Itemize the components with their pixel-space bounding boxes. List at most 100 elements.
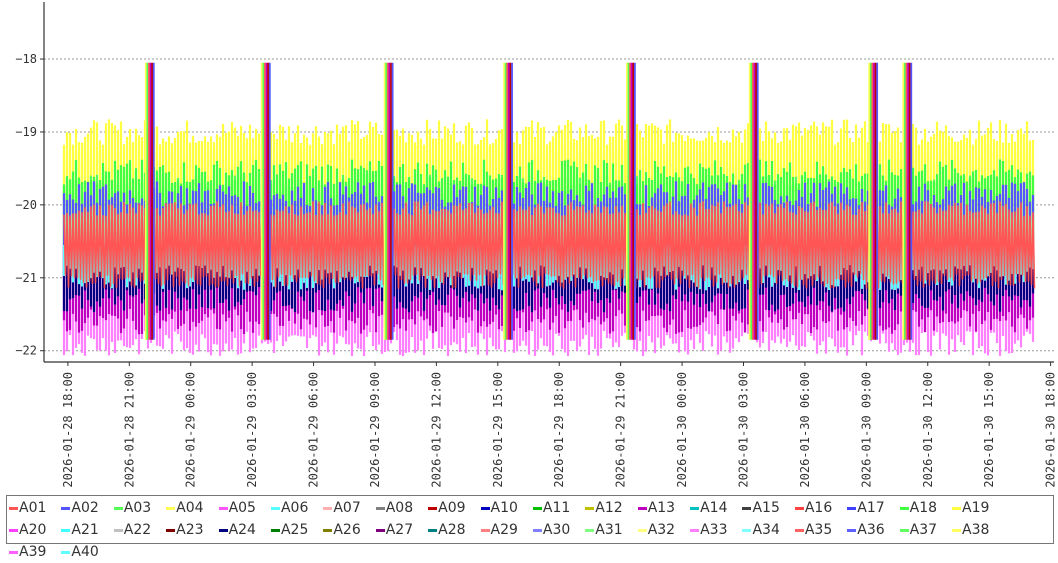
legend-item-a13: A13 [636, 497, 688, 519]
x-tick-label: 2026-01-29 09:00 [368, 372, 382, 488]
legend-label: A34 [752, 522, 780, 538]
legend-label: A17 [857, 500, 885, 516]
legend-swatch [375, 528, 385, 532]
legend-swatch [585, 506, 595, 510]
x-tick-label: 2026-01-28 21:00 [122, 372, 136, 488]
legend-swatch [847, 506, 857, 510]
legend-item-a33: A33 [688, 519, 740, 541]
legend-label: A25 [280, 522, 309, 538]
x-tick-label: 2026-01-30 06:00 [798, 372, 812, 488]
legend-item-a22: A22 [112, 519, 164, 541]
legend-item-a01: A01 [7, 497, 59, 519]
series-band-a04 [62, 141, 1035, 245]
legend-label: A15 [752, 500, 780, 516]
legend-item-a34: A34 [740, 519, 792, 541]
legend-label: A32 [647, 522, 676, 538]
legend-item-a17: A17 [845, 497, 897, 519]
legend-item-a12: A12 [583, 497, 635, 519]
legend-item-a25: A25 [269, 519, 321, 541]
legend-swatch [532, 528, 542, 532]
legend-swatch [690, 506, 700, 510]
legend-label: A30 [542, 522, 571, 538]
legend-item-a19: A19 [950, 497, 1002, 519]
legend-label: A03 [123, 500, 152, 516]
x-tick-label: 2026-01-30 12:00 [921, 372, 935, 488]
legend-swatch [270, 528, 280, 532]
legend-label: A37 [909, 522, 938, 538]
legend-swatch [61, 550, 71, 554]
legend-item-a09: A09 [426, 497, 478, 519]
legend-swatch [375, 506, 385, 510]
y-tick-label: −19 [15, 125, 37, 139]
x-tick-label: 2026-01-30 18:00 [1044, 372, 1058, 488]
legend-item-a31: A31 [583, 519, 635, 541]
legend-item-a26: A26 [321, 519, 373, 541]
legend-swatch [9, 528, 18, 532]
legend-item-a27: A27 [374, 519, 426, 541]
legend-swatch [952, 528, 962, 532]
legend-item-a14: A14 [688, 497, 740, 519]
x-tick-label: 2026-01-29 00:00 [184, 372, 198, 488]
legend-swatch [270, 506, 280, 510]
legend-item-a30: A30 [531, 519, 583, 541]
x-tick-label: 2026-01-30 00:00 [675, 372, 689, 488]
legend-swatch [847, 528, 857, 532]
legend-item-a16: A16 [793, 497, 845, 519]
legend-swatch [899, 528, 909, 532]
legend-label: A08 [385, 500, 414, 516]
legend-swatch [637, 506, 647, 510]
legend-item-a29: A29 [479, 519, 531, 541]
legend-label: A19 [962, 500, 990, 516]
legend-item-a18: A18 [898, 497, 950, 519]
chart-canvas: −22−21−20−19−18 2026-01-28 18:00 2026-01-… [15, 2, 1058, 488]
x-tick-label: 2026-01-28 18:00 [61, 372, 75, 488]
legend-label: A16 [804, 500, 833, 516]
legend-label: A18 [909, 500, 938, 516]
legend-item-a21: A21 [59, 519, 111, 541]
legend-swatch [794, 506, 804, 510]
series-band-a18 [62, 159, 1035, 245]
legend: A01 A02 A03 A04 A05 A06 A07 A08 A09 A10 A11 A12 A13 A… [6, 495, 1054, 560]
legend-swatch [9, 550, 18, 554]
legend-label: A40 [71, 544, 99, 560]
legend-label: A04 [176, 500, 204, 516]
legend-label: A38 [962, 522, 990, 538]
legend-item-a37: A37 [898, 519, 950, 541]
legend-label: A09 [438, 500, 466, 516]
x-tick-label: 2026-01-29 06:00 [307, 372, 321, 488]
legend-item-a05: A05 [217, 497, 269, 519]
legend-label: A22 [123, 522, 152, 538]
series-band-a03 [62, 174, 1035, 245]
legend-swatch [61, 528, 71, 532]
legend-item-a40: A40 [59, 541, 111, 563]
legend-swatch [218, 528, 228, 532]
series-band-a02 [62, 181, 1035, 245]
legend-label: A11 [542, 500, 571, 516]
legend-item-a23: A23 [164, 519, 216, 541]
x-tick-label: 2026-01-29 12:00 [429, 372, 443, 488]
x-tick-label: 2026-01-30 03:00 [736, 372, 750, 488]
legend-label: A01 [19, 500, 47, 516]
legend-label: A39 [19, 544, 47, 560]
legend-item-a07: A07 [321, 497, 373, 519]
legend-swatch [742, 506, 752, 510]
legend-swatch [794, 528, 804, 532]
legend-label: A23 [176, 522, 204, 538]
legend-swatch [637, 528, 647, 532]
legend-item-a20: A20 [7, 519, 59, 541]
legend-item-a06: A06 [269, 497, 321, 519]
legend-label: A29 [490, 522, 518, 538]
legend-item-a39: A39 [7, 541, 59, 563]
legend-swatch [899, 506, 909, 510]
legend-swatch [323, 528, 333, 532]
legend-label: A26 [333, 522, 361, 538]
legend-label: A06 [280, 500, 309, 516]
legend-swatch [166, 506, 176, 510]
legend-swatch [9, 506, 18, 510]
legend-swatch [585, 528, 595, 532]
legend-label: A12 [595, 500, 623, 516]
legend-swatch [113, 506, 123, 510]
legend-label: A36 [857, 522, 885, 538]
legend-swatch [428, 506, 438, 510]
legend-item-a02: A02 [59, 497, 111, 519]
